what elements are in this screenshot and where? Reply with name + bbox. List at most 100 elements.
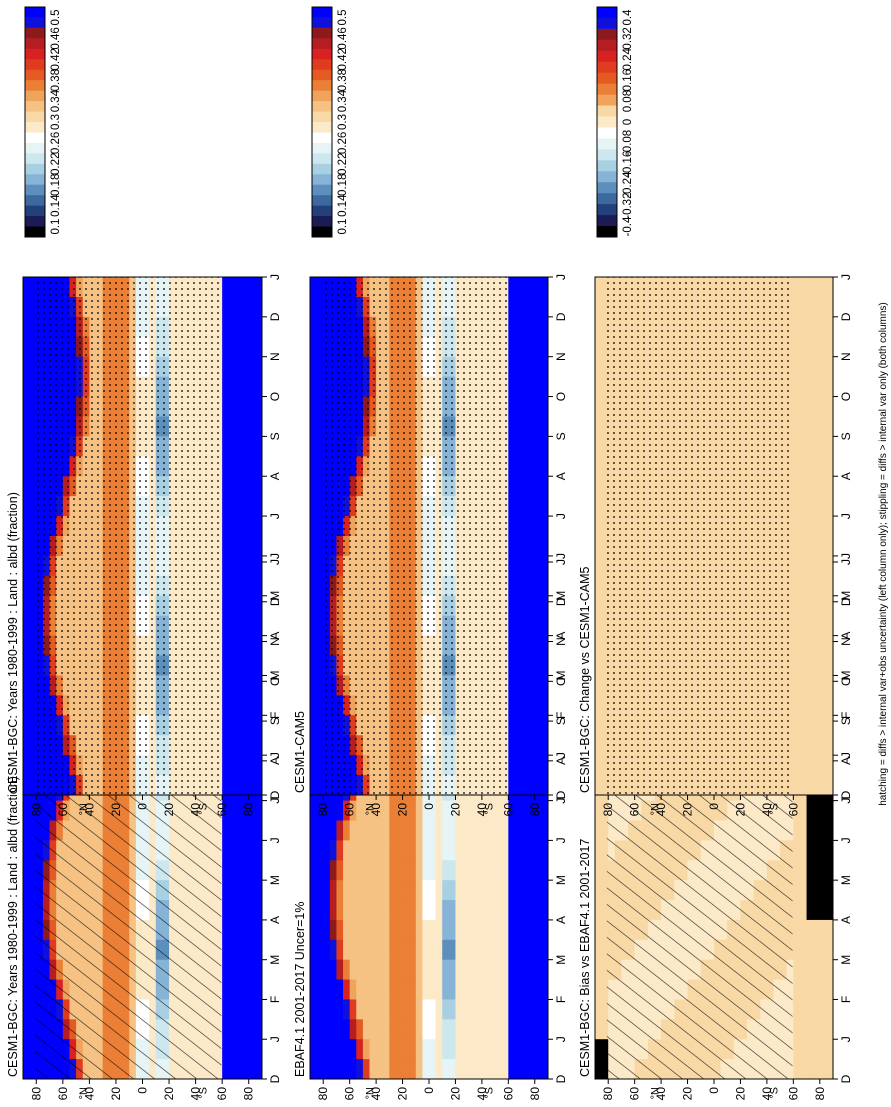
field-cell [242, 820, 250, 841]
field-cell [23, 939, 31, 960]
field-cell [316, 899, 324, 920]
field-cell [508, 615, 516, 636]
field-cell [29, 316, 37, 337]
field-cell [336, 800, 344, 821]
field-cell [356, 959, 364, 980]
field-cell [826, 879, 834, 901]
field-cell [422, 899, 430, 920]
colorbar-swatch [25, 27, 45, 39]
field-cell [442, 899, 450, 920]
field-cell [343, 939, 351, 960]
field-cell [255, 694, 263, 716]
field-cell [806, 979, 814, 1000]
month-label: S [268, 432, 282, 440]
field-cell [255, 774, 263, 795]
field-cell [448, 1018, 456, 1040]
field-cell [415, 919, 423, 940]
field-cell [541, 336, 549, 357]
field-cell [349, 959, 357, 980]
field-cell [222, 595, 230, 616]
field-cell [316, 859, 324, 881]
field-cell [429, 939, 437, 960]
field-cell [508, 820, 516, 841]
field-cell [228, 276, 236, 297]
field-cell [222, 515, 230, 536]
field-cell [501, 800, 509, 821]
month-label: D [554, 1074, 568, 1083]
field-cell [248, 919, 256, 940]
field-cell [528, 296, 536, 317]
field-cell [409, 919, 417, 940]
field-cell [501, 979, 509, 1000]
month-label: D [268, 597, 282, 606]
field-cell [376, 859, 384, 881]
field-cell [595, 1058, 603, 1079]
field-cell [468, 959, 476, 980]
field-cell [793, 820, 801, 841]
field-cell [429, 899, 437, 920]
field-cell [228, 734, 236, 756]
field-cell [242, 754, 250, 776]
field-cell [376, 979, 384, 1000]
field-cell [601, 999, 609, 1020]
field-cell [23, 800, 31, 821]
field-cell [323, 820, 331, 841]
field-cell [222, 675, 230, 696]
month-label: J [554, 1036, 568, 1042]
field-cell [819, 919, 827, 940]
field-cell [323, 919, 331, 940]
field-cell [255, 899, 263, 920]
field-cell [429, 1058, 437, 1079]
field-cell [422, 919, 430, 940]
field-cell [468, 879, 476, 901]
field-cell [228, 495, 236, 517]
field-cell [521, 694, 529, 716]
field-cell [248, 396, 256, 417]
field-cell [422, 999, 430, 1020]
field-cell [248, 959, 256, 980]
field-cell [310, 694, 318, 716]
field-cell [508, 575, 516, 596]
field-cell [793, 1018, 801, 1040]
field-cell [528, 435, 536, 457]
field-cell [806, 939, 814, 960]
field-cell [389, 899, 397, 920]
field-cell [395, 859, 403, 881]
colorbar-label: 0.38 [50, 69, 62, 91]
field-cell [222, 655, 230, 676]
field-cell [255, 455, 263, 477]
field-cell [382, 919, 390, 940]
field-cell [242, 899, 250, 920]
field-cell [29, 555, 37, 576]
month-label: F [839, 996, 853, 1003]
field-cell [376, 839, 384, 861]
field-cell [382, 899, 390, 920]
field-cell [323, 999, 331, 1020]
field-cell [29, 635, 37, 656]
field-cell [242, 774, 250, 795]
field-cell [316, 879, 324, 901]
field-cell [356, 979, 364, 1000]
field-cell [534, 899, 542, 920]
field-cell [826, 1058, 834, 1079]
field-cell [521, 635, 529, 656]
field-cell [514, 376, 522, 397]
field-cell [235, 999, 243, 1020]
field-cell [242, 675, 250, 696]
field-cell [508, 939, 516, 960]
field-cell [528, 356, 536, 377]
field-cell [541, 416, 549, 437]
field-cell [799, 1018, 807, 1040]
field-cell [415, 820, 423, 841]
field-cell [235, 595, 243, 616]
month-label: A [554, 916, 568, 924]
field-cell [799, 939, 807, 960]
field-cell [799, 839, 807, 861]
field-cell [402, 1018, 410, 1040]
field-cell [508, 475, 516, 497]
panel-title: CESM1-BGC: Bias vs EBAF4.1 2001-2017 [578, 839, 592, 1077]
field-cell [468, 979, 476, 1000]
field-cell [528, 535, 536, 556]
field-cell [242, 376, 250, 397]
field-cell [23, 356, 31, 377]
